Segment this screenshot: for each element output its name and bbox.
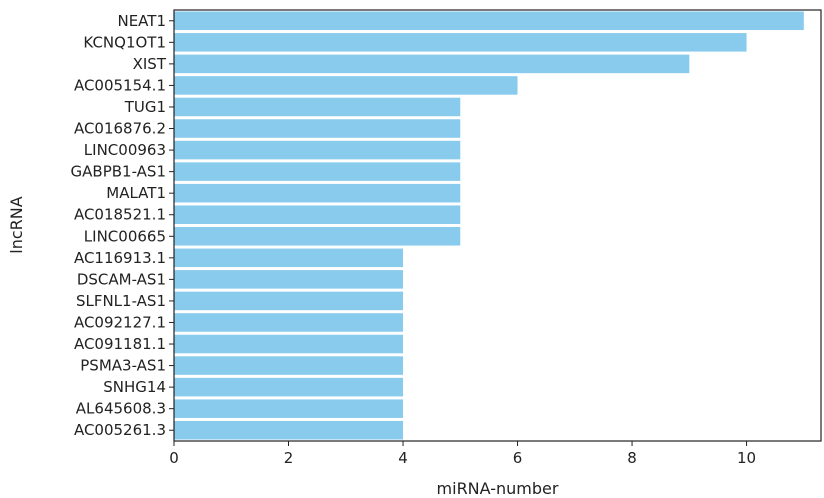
bar-ac005154-1	[174, 76, 518, 95]
bar-xist	[174, 55, 689, 74]
y-tick-label: AC116913.1	[74, 249, 166, 267]
y-tick-label: AC005261.3	[74, 421, 166, 439]
bars-group	[174, 12, 804, 440]
y-tick-label: AC091181.1	[74, 335, 166, 353]
y-tick-label: SNHG14	[103, 378, 166, 396]
bar-gabpb1-as1	[174, 162, 460, 181]
bar-ac005261-3	[174, 421, 403, 440]
x-ticks: 0 2 4 6 8 10	[169, 441, 756, 467]
bar-slfnl1-as1	[174, 292, 403, 311]
bar-ac016876-2	[174, 119, 460, 138]
y-tick-label: MALAT1	[106, 184, 166, 202]
bar-kcnq1ot1	[174, 33, 747, 52]
bar-malat1	[174, 184, 460, 203]
y-tick-label: AC092127.1	[74, 313, 166, 331]
x-axis-label: miRNA-number	[437, 479, 559, 498]
bar-ac091181-1	[174, 335, 403, 354]
bar-linc00963	[174, 141, 460, 160]
y-tick-label: AC018521.1	[74, 206, 166, 224]
y-tick-labels: NEAT1 KCNQ1OT1 XIST AC005154.1 TUG1 AC016876.…	[71, 12, 174, 439]
y-tick-label: AL645608.3	[76, 400, 166, 418]
y-tick-label: TUG1	[124, 98, 166, 116]
x-tick-label: 8	[627, 449, 637, 467]
bar-psma3-as1	[174, 356, 403, 375]
x-tick-label: 10	[737, 449, 756, 467]
y-tick-label: AC016876.2	[74, 120, 166, 138]
y-tick-label: DSCAM-AS1	[77, 270, 166, 288]
bar-snhg14	[174, 378, 403, 397]
bar-ac018521-1	[174, 205, 460, 224]
x-tick-label: 4	[398, 449, 408, 467]
y-axis-label: lncRNA	[7, 196, 26, 253]
y-tick-label: LINC00665	[84, 227, 166, 245]
bar-ac116913-1	[174, 249, 403, 268]
bar-ac092127-1	[174, 313, 403, 332]
y-tick-label: GABPB1-AS1	[71, 163, 166, 181]
y-tick-label: XIST	[133, 55, 167, 73]
y-tick-label: AC005154.1	[74, 76, 166, 94]
x-tick-label: 0	[169, 449, 179, 467]
bar-tug1	[174, 98, 460, 117]
y-tick-label: SLFNL1-AS1	[76, 292, 166, 310]
x-tick-label: 6	[513, 449, 523, 467]
y-tick-label: PSMA3-AS1	[80, 357, 166, 375]
y-tick-label: KCNQ1OT1	[83, 33, 166, 51]
plot-frame	[174, 10, 821, 441]
y-tick-label: NEAT1	[117, 12, 166, 30]
bar-dscam-as1	[174, 270, 403, 289]
bar-linc00665	[174, 227, 460, 246]
y-tick-label: LINC00963	[84, 141, 166, 159]
bar-al645608-3	[174, 399, 403, 418]
bar-neat1	[174, 12, 804, 31]
x-tick-label: 2	[284, 449, 294, 467]
